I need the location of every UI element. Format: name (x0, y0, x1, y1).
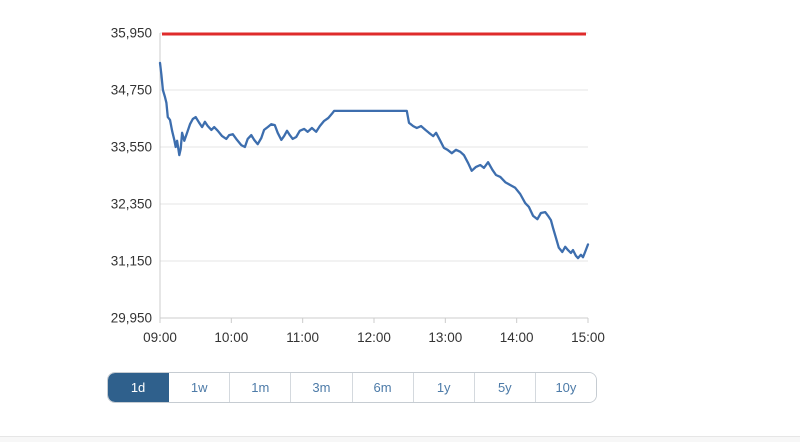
time-range-selector: 1d 1w 1m 3m 6m 1y 5y 10y (107, 372, 597, 403)
range-button-6m[interactable]: 6m (352, 373, 414, 402)
range-button-1m[interactable]: 1m (230, 373, 292, 402)
price-line-series (158, 61, 590, 260)
range-button-1w[interactable]: 1w (169, 373, 231, 402)
y-axis-label: 29,950 (111, 311, 152, 326)
y-axis-label: 34,750 (111, 83, 152, 98)
range-button-5y[interactable]: 5y (474, 373, 536, 402)
y-axis-label: 33,550 (111, 140, 152, 155)
range-button-1y[interactable]: 1y (413, 373, 475, 402)
x-axis-label: 14:00 (500, 330, 534, 345)
y-axis-label: 35,950 (111, 26, 152, 41)
y-axis-label: 32,350 (111, 197, 152, 212)
section-divider (0, 436, 800, 437)
price-chart[interactable]: 35,950 34,750 33,550 32,350 31,150 29,950 09:0… (0, 0, 800, 360)
x-axis-label: 10:00 (214, 330, 248, 345)
y-axis-label: 31,150 (111, 254, 152, 269)
x-axis-label: 11:00 (286, 330, 319, 345)
x-axis-label: 13:00 (428, 330, 462, 345)
next-section-edge (0, 437, 800, 442)
range-button-10y[interactable]: 10y (535, 373, 596, 402)
x-axis-label: 15:00 (571, 330, 605, 345)
x-axis-label: 09:00 (143, 330, 177, 345)
range-button-3m[interactable]: 3m (291, 373, 353, 402)
x-axis-label: 12:00 (357, 330, 391, 345)
range-button-1d[interactable]: 1d (108, 373, 170, 402)
